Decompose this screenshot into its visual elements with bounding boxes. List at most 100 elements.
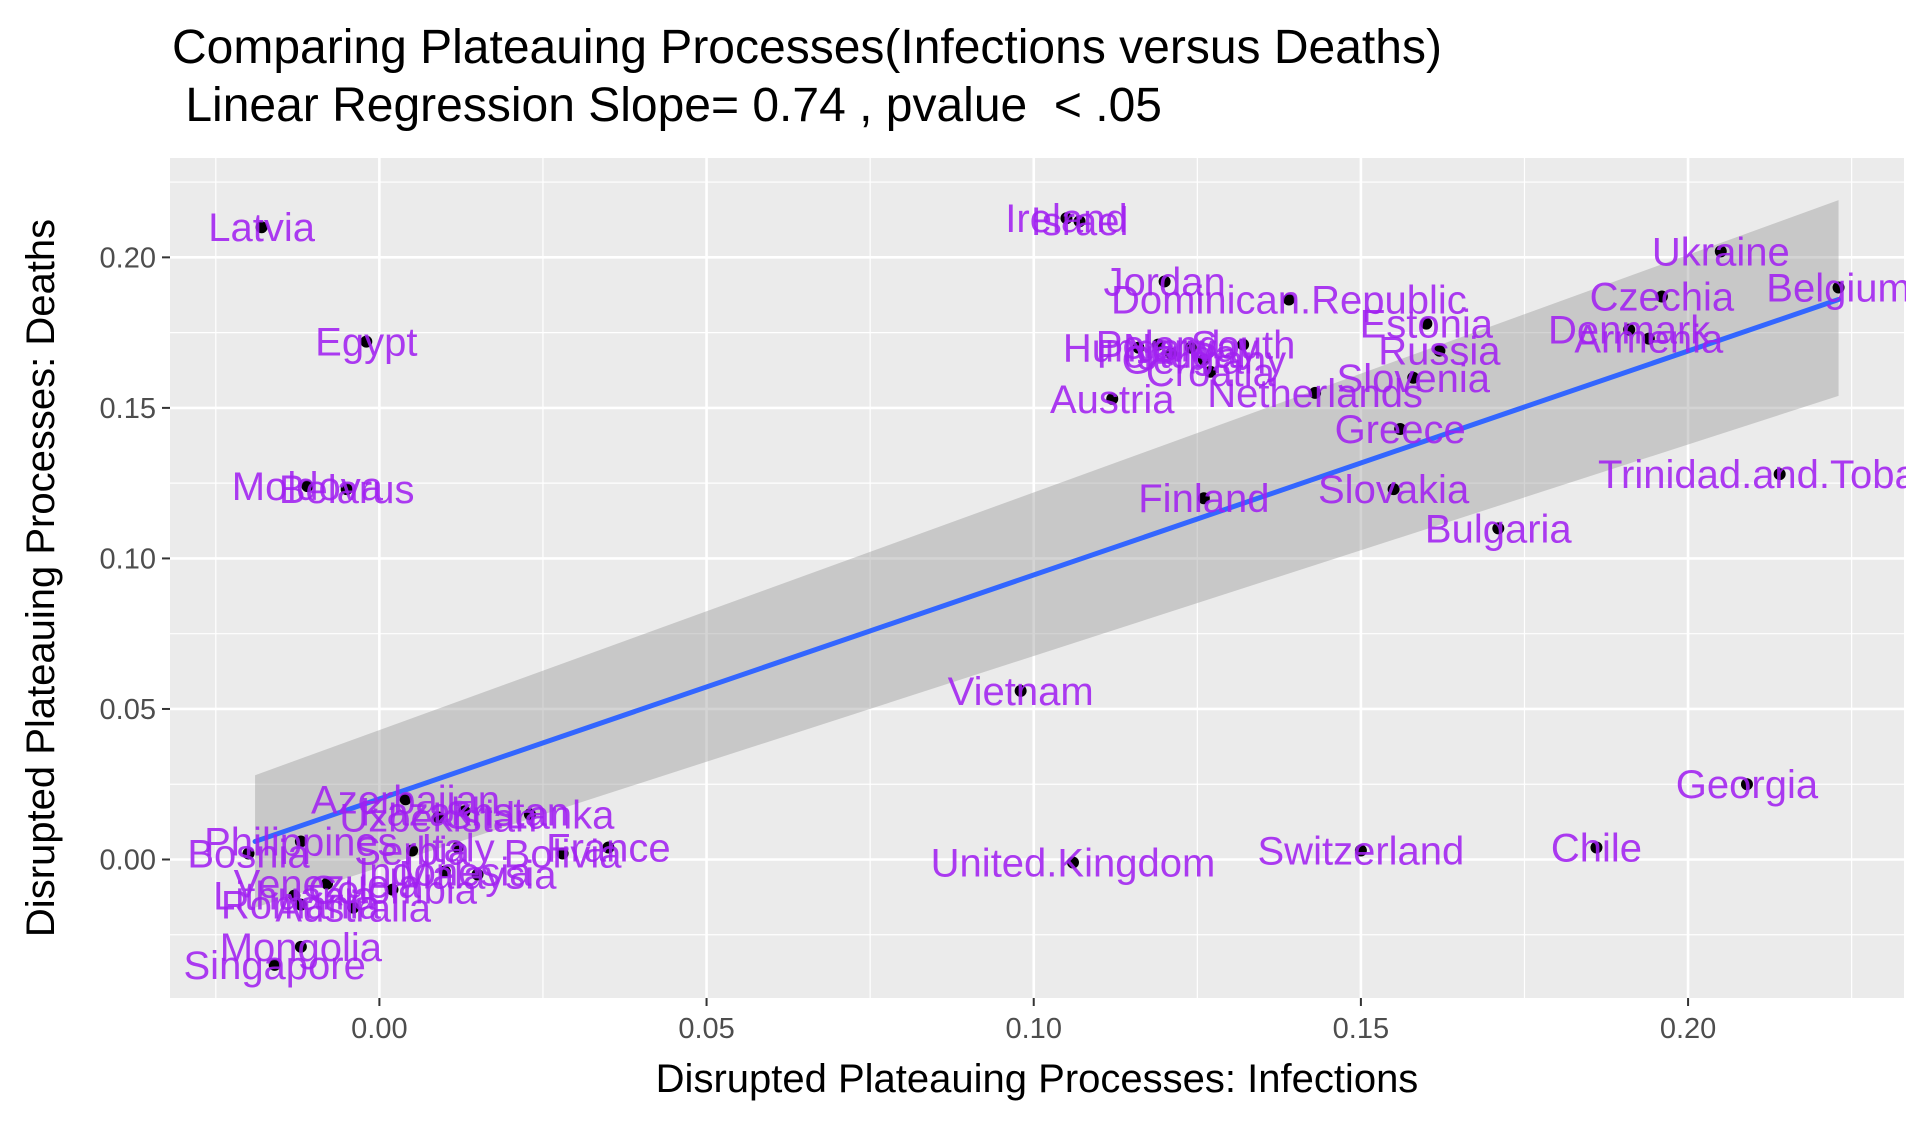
point-ireland [1060,212,1073,225]
label-poland: Poland [1096,324,1221,368]
label-denmark: Denmark [1548,309,1711,353]
y-tick-label-1: 0.05 [100,694,156,726]
label-italy: Italy [421,826,494,870]
label-croatia: Croatia [1146,351,1276,395]
label-portugal: Portugal [1097,333,1246,377]
label-mongolia: Mongolia [220,926,383,970]
x-tick-label-4: 0.20 [1660,1013,1716,1045]
chart-title: Comparing Plateauing Processes(Infection… [172,21,1442,74]
point-azerbaijan [399,793,412,806]
label-uzbekistan: Uzbekistan [339,796,537,840]
point-uzbekistan [432,811,445,824]
label-norway: Norway [1123,327,1259,371]
label-finland: Finland [1138,477,1269,521]
label-ukraine: Ukraine [1652,230,1790,274]
point-south [1237,338,1250,351]
y-tick-label-4: 0.20 [100,242,156,274]
label-moldova: Moldova [232,465,384,509]
label-germany: Germany [1122,339,1287,383]
y-axis-title: Disrupted Plateauing Processes: Deaths [19,219,63,937]
y-tick-label-0: 0.00 [100,845,156,877]
point-vietnam [1014,684,1027,697]
label-czechia: Czechia [1590,275,1735,319]
point-italy [451,841,464,854]
label-trinidad-and-tobago: Trinidad.and.Tobago [1598,453,1906,497]
point-venezuela [321,877,334,890]
point-jordan [1158,275,1171,288]
label-singapore: Singapore [184,944,366,988]
label-greece: Greece [1335,408,1466,452]
point-hungary [1132,341,1145,354]
label-armenia: Armenia [1574,318,1724,362]
label-belarus: Belarus [279,468,415,512]
label-chile: Chile [1551,826,1642,870]
label-latvia: Latvia [208,206,315,250]
point-finland [1197,492,1210,505]
label-netherlands: Netherlands [1207,372,1423,416]
point-poland [1152,338,1165,351]
label-sri-lanka: Sri.Lanka [445,793,615,837]
label-australia: Australia [275,887,431,931]
x-axis-title: Disrupted Plateauing Processes: Infectio… [656,1057,1419,1101]
point-egypt [360,335,373,348]
label-bolivia: Bolivia [504,832,623,876]
point-armenia [1642,332,1655,345]
label-austria: Austria [1050,378,1175,422]
point-germany [1197,353,1210,366]
point-lithuania [288,889,301,902]
label-philippines: Philippines [204,820,397,864]
point-slovakia [1387,483,1400,496]
point-sri-lanka [523,808,536,821]
point-singapore [268,958,281,971]
point-belgium [1832,281,1845,294]
label-hungary: Hungary [1063,327,1214,371]
label-indonesia: Indonesia [358,851,532,895]
point-colombia [386,883,399,896]
label-kazakhstan: Kazakhstan [360,790,569,834]
point-denmark [1623,323,1636,336]
point-chile [1590,841,1603,854]
y-axis-ticks: 0.00 0.05 0.10 0.15 0.20 [100,242,170,877]
point-dominican-republic [1282,293,1295,306]
label-estonia: Estonia [1360,303,1494,347]
y-tick-label-2: 0.10 [100,543,156,575]
point-israel [1073,215,1086,228]
label-serbia: Serbia [354,829,470,873]
plot-panel [170,158,1904,998]
y-tick-label-3: 0.15 [100,393,156,425]
label-malaysia: Malaysia [399,854,558,898]
label-vietnam: Vietnam [948,670,1094,714]
label-egypt: Egypt [315,321,417,365]
x-tick-label-0: 0.00 [351,1013,407,1045]
point-australia [347,901,360,914]
major-gridlines [170,158,1904,998]
point-moldova [301,480,314,493]
point-indonesia [438,865,451,878]
point-netherlands [1309,386,1322,399]
label-france: France [546,826,671,870]
point-switzerland [1354,844,1367,857]
minor-gridlines [170,158,1904,998]
point-serbia [406,844,419,857]
chart-subtitle: Linear Regression Slope= 0.74 , pvalue <… [172,79,1162,132]
data-points [242,212,1845,971]
label-united-kingdom: United.Kingdom [931,842,1216,886]
label-russia: Russia [1378,330,1501,374]
label-romania: Romania [221,884,382,928]
label-jordan: Jordan [1103,260,1225,304]
point-bolivia [556,847,569,860]
point-russia [1433,344,1446,357]
point-bosnia [242,847,255,860]
point-portugal [1165,347,1178,360]
point-austria [1106,392,1119,405]
point-united-kingdom [1066,856,1079,869]
label-slovakia: Slovakia [1318,468,1470,512]
point-kazakhstan [458,805,471,818]
point-trinidad-and-tobago [1773,468,1786,481]
point-ukraine [1714,245,1727,258]
point-romania [294,898,307,911]
point-bulgaria [1492,522,1505,535]
point-france [602,841,615,854]
